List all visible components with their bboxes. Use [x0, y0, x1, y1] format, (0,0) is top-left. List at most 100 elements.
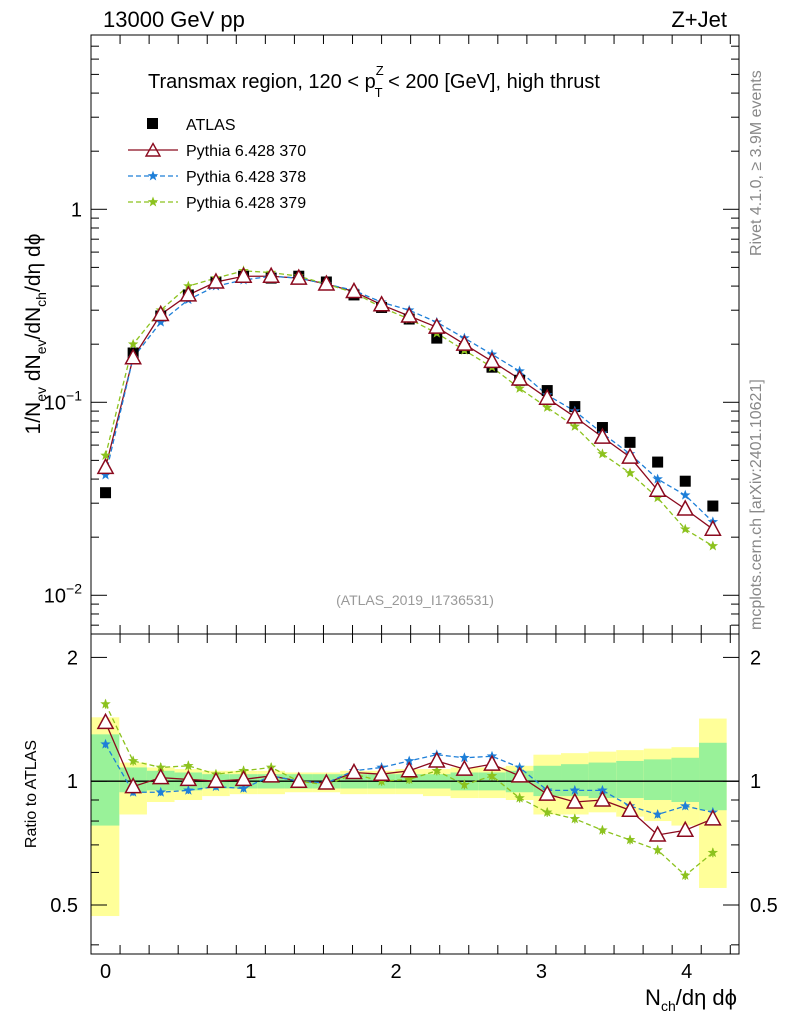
x-axis-label: Nch/dη dϕ — [645, 985, 737, 1014]
ratio-point-pythia-6-428-370-20 — [648, 825, 667, 842]
ratio-point-pythia-6-428-370-21 — [676, 820, 695, 837]
main-point-pythia-6-428-370-10 — [372, 295, 391, 312]
ratio-point-pythia-6-428-379-17 — [569, 813, 581, 824]
ratio-y-tick-labels: 0.5 0.5 1 1 2 2 — [50, 647, 778, 917]
main-point-pythia-6-428-370-21 — [676, 499, 695, 516]
legend-entry-atlas: ATLAS — [147, 117, 236, 134]
legend-marker-p370 — [144, 142, 162, 157]
ratio-point-pythia-6-428-370-6 — [262, 766, 281, 783]
main-point-pythia-6-428-370-20 — [648, 480, 667, 498]
ratio-point-pythia-6-428-379-0 — [100, 698, 111, 709]
ratio-point-pythia-6-428-379-15 — [514, 792, 525, 803]
main-axis-ticks — [90, 34, 739, 634]
ratio-ytick-label-left: 2 — [67, 647, 78, 669]
main-point-pythia-6-428-370-15 — [510, 369, 529, 386]
main-point-pythia-6-428-370-14 — [483, 351, 501, 369]
ratio-point-pythia-6-428-379-18 — [597, 824, 608, 835]
ratio-point-pythia-6-428-370-2 — [151, 768, 170, 785]
ratio-point-pythia-6-428-379-19 — [624, 834, 636, 845]
main-point-pythia-6-428-370-16 — [538, 388, 557, 405]
main-point-pythia-6-428-370-11 — [400, 306, 419, 323]
ratio-point-pythia-6-428-370-22 — [703, 809, 722, 826]
ratio-point-pythia-6-428-370-7 — [289, 771, 308, 788]
main-ytick-label: 10−2 — [44, 580, 82, 607]
ratio-band-inner — [699, 742, 727, 811]
ratio-frame — [90, 633, 740, 955]
main-ytick-label: 10−1 — [44, 387, 82, 414]
ratio-point-pythia-6-428-379-14 — [486, 770, 498, 781]
ratio-point-pythia-6-428-379-3 — [183, 760, 194, 771]
main-panel: (ATLAS_2019_I1736531) 10−2 10−1 1 Transmax… — [22, 34, 740, 635]
ratio-point-pythia-6-428-370-14 — [483, 754, 501, 771]
main-point-pythia-6-428-379-19 — [624, 467, 636, 478]
ratio-point-pythia-6-428-378-11 — [403, 755, 415, 766]
x-tick-label: 0 — [100, 961, 111, 983]
x-tick-label: 2 — [391, 961, 402, 983]
analysis-id: (ATLAS_2019_I1736531) — [336, 592, 494, 608]
header-left: 13000 GeV pp — [103, 7, 245, 32]
ratio-band-inner — [616, 760, 644, 799]
ratio-point-pythia-6-428-379-16 — [541, 806, 553, 817]
main-point-pythia-6-428-379-1 — [127, 338, 139, 349]
legend-star-p379-shape — [147, 196, 159, 207]
ratio-point-pythia-6-428-370-15 — [510, 766, 529, 783]
main-line-pythia-6-428-378 — [104, 275, 714, 523]
main-point-pythia-6-428-370-8 — [317, 274, 336, 291]
ratio-markers — [96, 698, 722, 880]
main-point-pythia-6-428-370-9 — [345, 281, 363, 299]
main-point-pythia-6-428-370-0 — [96, 457, 115, 475]
legend: ATLAS Pythia 6.428 370 Pythia 6.428 378 … — [128, 117, 306, 212]
main-point-pythia-6-428-370-4 — [207, 272, 225, 289]
ratio-ytick-label-right: 1 — [750, 771, 761, 793]
main-point-pythia-6-428-379-16 — [541, 401, 553, 412]
x-tick-labels: 0 1 2 3 4 — [100, 961, 692, 983]
chart-title: Transmax region, 120 < pZ T < 200 [GeV], … — [148, 63, 600, 100]
ratio-point-pythia-6-428-379-21 — [680, 869, 691, 880]
legend-label-p370: Pythia 6.428 370 — [186, 143, 306, 160]
ratio-point-pythia-6-428-378-21 — [680, 800, 691, 811]
side-note-top: Rivet 4.1.0, ≥ 3.9M events — [748, 70, 765, 256]
main-point-pythia-6-428-378-2 — [155, 316, 166, 327]
ratio-point-pythia-6-428-370-16 — [538, 784, 557, 801]
ratio-band-inner — [671, 757, 700, 803]
ratio-band-inner — [91, 734, 120, 826]
main-point-pythia-6-428-378-0 — [100, 469, 111, 480]
ratio-point-pythia-6-428-370-11 — [400, 761, 419, 778]
main-point-pythia-6-428-370-2 — [151, 304, 170, 322]
legend-entry-p378: Pythia 6.428 378 — [128, 169, 306, 186]
ratio-point-pythia-6-428-378-17 — [569, 784, 581, 795]
ratio-point-pythia-6-428-379-2 — [155, 761, 166, 772]
main-point-atlas-21 — [679, 475, 691, 487]
main-point-pythia-6-428-370-6 — [262, 266, 281, 283]
ratio-point-pythia-6-428-378-18 — [597, 784, 608, 795]
ratio-point-pythia-6-428-370-18 — [593, 790, 612, 807]
header-right: Z+Jet — [671, 7, 727, 32]
main-point-pythia-6-428-378-21 — [680, 489, 691, 500]
main-point-pythia-6-428-379-17 — [569, 420, 581, 431]
main-point-atlas-19 — [624, 436, 636, 448]
main-point-pythia-6-428-370-3 — [179, 285, 198, 302]
ratio-point-pythia-6-428-370-19 — [621, 800, 639, 817]
legend-label-atlas: ATLAS — [186, 117, 236, 134]
main-point-pythia-6-428-379-18 — [597, 448, 608, 459]
ratio-point-pythia-6-428-379-13 — [459, 779, 470, 790]
main-point-atlas-12 — [431, 332, 443, 344]
ratio-point-pythia-6-428-370-12 — [427, 751, 446, 768]
legend-marker-atlas — [147, 118, 158, 129]
legend-star-p378-shape — [147, 170, 159, 181]
legend-marker-p379 — [147, 196, 159, 207]
ratio-point-pythia-6-428-379-20 — [652, 844, 663, 855]
ratio-ytick-label-right: 2 — [750, 647, 761, 669]
main-y-tick-labels: 10−2 10−1 1 — [44, 199, 82, 607]
ratio-ytick-label-right: 0.5 — [750, 895, 778, 917]
ratio-point-pythia-6-428-378-13 — [459, 752, 470, 763]
ratio-point-pythia-6-428-378-20 — [652, 808, 663, 819]
ratio-point-pythia-6-428-378-5 — [238, 782, 249, 793]
ratio-point-pythia-6-428-370-0 — [96, 712, 115, 730]
ratio-point-pythia-6-428-370-5 — [234, 769, 253, 787]
main-point-pythia-6-428-379-22 — [707, 540, 719, 551]
main-point-atlas-22 — [707, 500, 719, 512]
main-point-atlas-20 — [652, 456, 664, 468]
ratio-point-pythia-6-428-379-1 — [127, 755, 139, 766]
main-point-pythia-6-428-370-19 — [621, 447, 639, 464]
